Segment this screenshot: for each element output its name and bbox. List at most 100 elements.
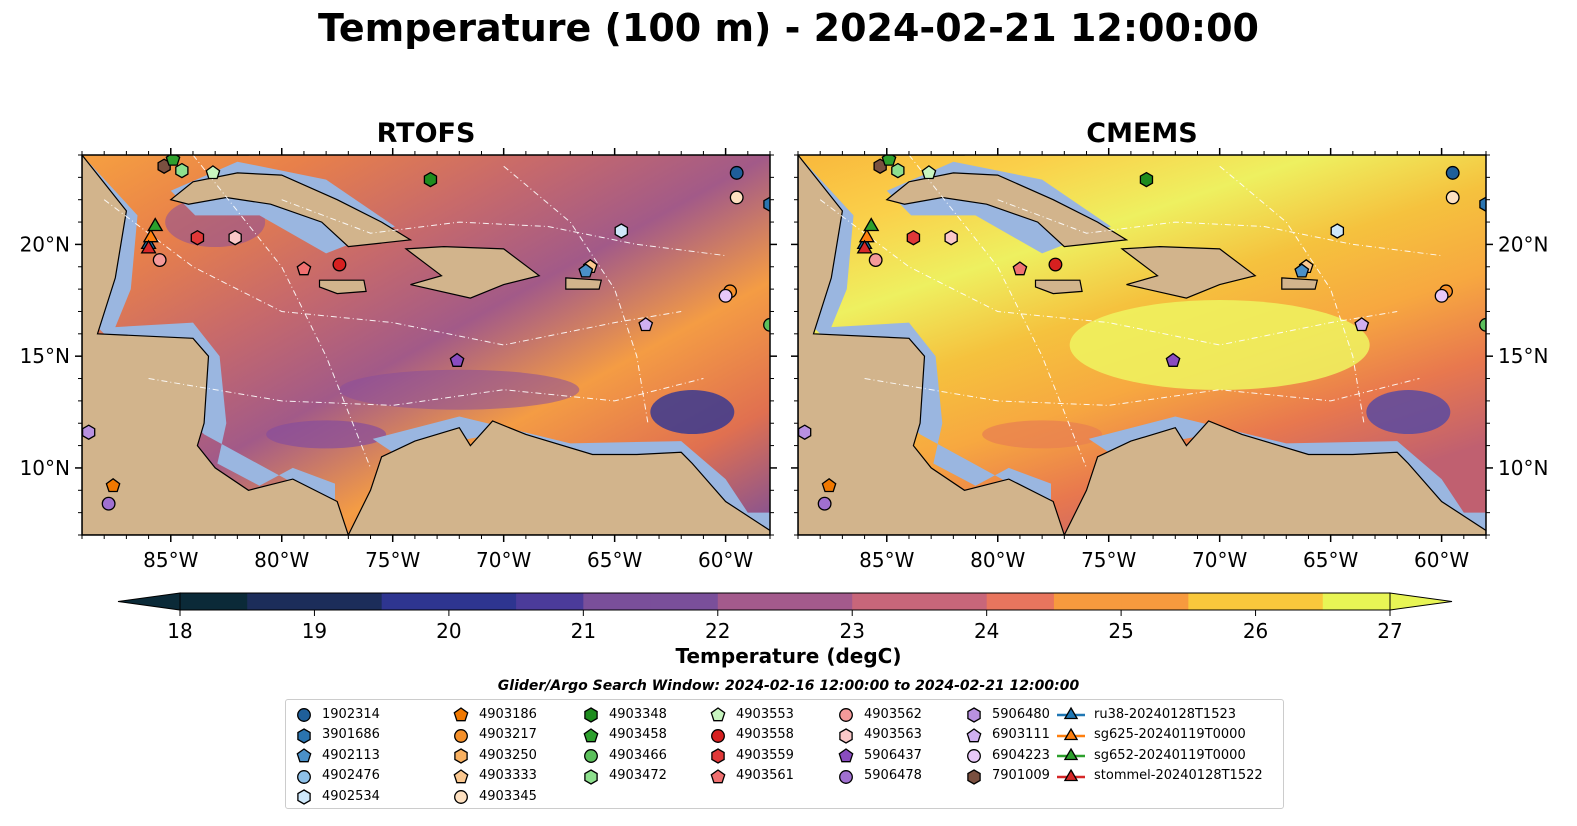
legend-marker-icon [584,768,598,785]
panel-title-cmems: CMEMS [1086,118,1198,149]
legend-label: 5906478 [864,768,922,783]
colorbar-segment [986,593,1055,610]
colorbar-tick-label: 22 [705,619,730,643]
legend-marker-icon [710,768,726,783]
marker-4903562 [868,253,883,268]
coastal-upwelling [982,420,1103,449]
figure-title: Temperature (100 m) - 2024-02-21 12:00:0… [317,6,1259,50]
legend-item: 6904223 [964,745,1050,765]
legend-item: 4902534 [294,786,380,806]
legend-marker-icon [454,790,468,804]
legend-label: 4903553 [736,706,794,722]
panel-title-rtofs: RTOFS [376,118,476,149]
colorbar-segment [1255,593,1324,610]
land [318,279,367,295]
colorbar-segment [180,593,248,610]
legend-symbol [1063,706,1079,720]
legend-item: 4903472 [581,766,667,786]
legend-label: 4903561 [736,768,794,783]
legend-symbol [839,727,853,744]
marker-4903561 [296,261,312,276]
marker-sg652-20240119T0000 [147,217,164,232]
colorbar-extend-min [117,592,181,611]
legend-item: 4903250 [451,745,537,765]
legend-marker-icon [1057,706,1085,720]
legend-label: 4903217 [479,727,537,742]
land [1034,279,1083,295]
legend-marker-icon [711,728,725,743]
lat-tick-label: 15°N [20,344,70,368]
colorbar-tick-label: 26 [1243,619,1268,643]
marker-4903348 [423,171,438,188]
legend-symbol [454,748,468,764]
legend-marker-icon [297,789,311,805]
legend-item: stommel-20240128T1522 [1056,766,1263,786]
legend-label: 4903333 [479,768,537,783]
colorbar-tick-label: 27 [1377,619,1402,643]
colorbar: 18 19 20 21 22 23 24 25 26 27 [117,592,1453,643]
marker-sg625-20240119T0000 [858,228,875,243]
legend-marker-icon [1057,727,1085,740]
legend-marker-icon [967,768,981,785]
colorbar-extend-max [1389,592,1453,611]
coastal-upwelling [266,420,387,449]
map-frame [797,154,1487,536]
colorbar-segment [1322,593,1391,610]
marker-4903186 [105,477,121,493]
legend-item: 4903553 [708,704,794,724]
marker-4903553 [921,165,937,180]
legend-symbol [710,768,726,783]
legend-marker-icon [967,707,981,723]
legend-label: 4903562 [864,706,922,722]
legend-marker-icon [583,727,599,742]
marker-4903472 [891,162,905,179]
marker-5906480 [798,424,812,440]
legend-item: 4903559 [708,745,794,765]
legend-marker-icon [453,707,469,722]
marker-5906478 [817,496,832,511]
marker-6904223 [718,288,733,303]
legend-marker-icon [966,727,982,742]
colorbar-segment [785,593,853,610]
legend-symbol [967,749,981,763]
marker-4903466 [763,317,770,332]
lon-tick-label: 60°W [1414,548,1469,572]
legend-label: 4903186 [479,706,537,722]
legend-label: sg625-20240119T0000 [1094,727,1246,742]
marker-4903472 [175,162,189,179]
lon-tick-label: 80°W [254,548,309,572]
cool-band [339,369,580,410]
land [565,277,603,290]
marker-4903563 [228,229,242,246]
legend-symbol [583,727,599,742]
marker-4903558 [332,257,347,272]
legend-symbol [1063,727,1079,740]
map-panel-rtofs: 85°W 80°W 75°W 70°W 65°W 60°W 20°N 15°N 10°N [20,148,777,572]
legend-symbol [584,768,598,785]
legend-symbol [711,728,725,743]
eez-boundary [908,155,1087,469]
shelf-area [372,416,770,535]
colorbar-segment [717,593,786,610]
marker-4903558 [1048,257,1063,272]
colorbar-segment [381,593,450,610]
legend-item: 4903561 [708,766,794,786]
map-panel-cmems: 85°W 80°W 75°W 70°W 65°W 60°W 20°N 15°N 10°N [791,148,1548,572]
legend-item: 1902314 [294,704,380,724]
lat-tick-label: 10°N [20,456,70,480]
marker-4903553 [205,165,221,180]
colorbar-tick-label: 20 [436,619,461,643]
legend-title: Glider/Argo Search Window: 2024-02-16 12… [497,678,1080,694]
legend-label: 4902476 [322,768,380,783]
colorbar-segment [650,593,719,610]
warm-core [1069,300,1370,390]
lat-tick-label: 15°N [1498,344,1548,368]
legend-item: 4903348 [581,704,667,724]
legend-item: 4903558 [708,725,794,745]
lon-tick-label: 75°W [1081,548,1136,572]
legend-marker-icon [584,749,598,763]
land [1120,245,1257,299]
legend-marker-icon [1057,747,1085,761]
colorbar-label: Temperature (degC) [675,644,902,668]
